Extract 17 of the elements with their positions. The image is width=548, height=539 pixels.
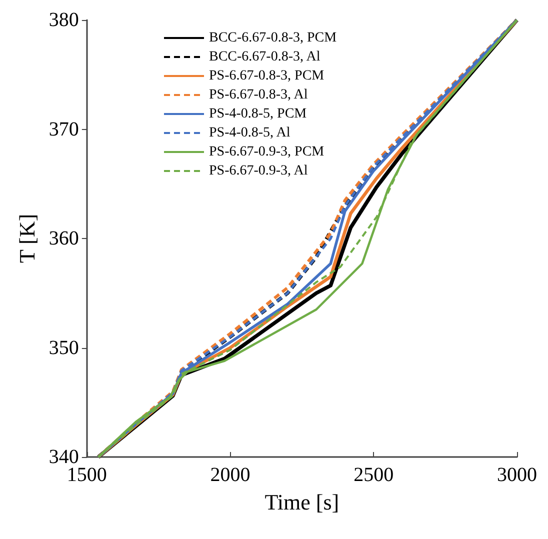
y-tick-label: 350 bbox=[48, 336, 79, 359]
legend-label: BCC-6.67-0.8-3, Al bbox=[209, 50, 320, 64]
legend-label: PS-6.67-0.9-3, PCM bbox=[209, 144, 325, 160]
legend-label: BCC-6.67-0.8-3, PCM bbox=[209, 30, 338, 46]
legend-label: PS-6.67-0.9-3, Al bbox=[209, 164, 308, 178]
x-tick-label: 3000 bbox=[497, 464, 537, 486]
x-axis-title: Time [s] bbox=[264, 490, 340, 514]
y-tick-label: 360 bbox=[48, 228, 79, 250]
y-axis-title: T [K] bbox=[14, 214, 40, 264]
y-tick-label: 370 bbox=[48, 118, 79, 140]
legend-label: PS-6.67-0.8-3, Al bbox=[209, 88, 308, 102]
y-tick-label: 380 bbox=[48, 9, 79, 31]
legend-label: PS-4-0.8-5, Al bbox=[209, 126, 290, 140]
x-tick-label: 2500 bbox=[354, 464, 394, 486]
legend-label: PS-4-0.8-5, PCM bbox=[209, 106, 308, 122]
legend-label: PS-6.67-0.8-3, PCM bbox=[209, 68, 325, 84]
x-tick-label: 2000 bbox=[210, 464, 250, 486]
